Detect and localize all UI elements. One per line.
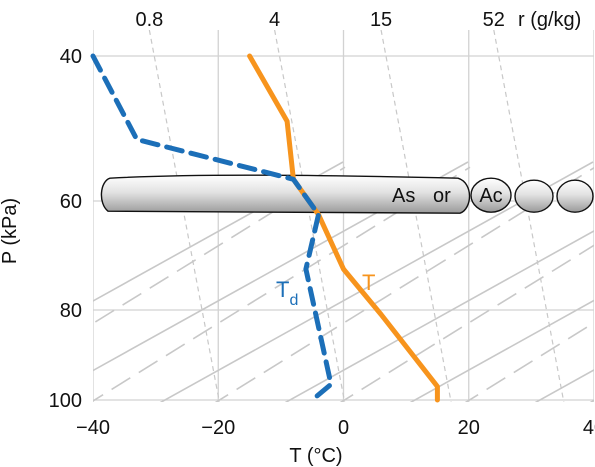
altocumulus-cloud-shape	[470, 177, 512, 213]
mixing-ratio-tick-label: 0.8	[135, 9, 163, 31]
mixing-ratio-tick-label: 52	[483, 9, 505, 31]
mixing-ratio-tick-label: 4	[269, 9, 280, 31]
temperature-line	[247, 53, 440, 403]
cloud-label-ac: Ac	[479, 185, 502, 207]
x-axis-title: T (°C)	[289, 445, 342, 467]
dry-adiabat-line	[159, 161, 594, 402]
mixing-ratio-line	[274, 30, 346, 402]
moist-adiabat-line	[339, 244, 594, 402]
altostratus-cloud-shape	[100, 174, 471, 214]
cloud-label-as: As	[392, 185, 415, 207]
mixing-ratio-line	[148, 30, 220, 402]
cloud-layer: As or Ac	[100, 174, 594, 214]
dewpoint-line	[90, 53, 334, 403]
y-axis-title: P (kPa)	[0, 198, 21, 264]
y-tick-label: 60	[60, 191, 82, 213]
dry-adiabat-line	[409, 299, 594, 402]
x-tick-label: 0	[338, 417, 349, 439]
tick-labels: −40 −20 0 20 40 40 60 80 100 0.8 4 15 52	[49, 9, 595, 439]
dry-adiabat-line	[534, 369, 594, 402]
y-tick-label: 100	[49, 390, 82, 412]
chart-text: P (kPa) T (°C) r (g/kg)	[0, 9, 581, 467]
top-axis-label: r (g/kg)	[518, 9, 581, 31]
y-tick-label: 40	[60, 46, 82, 68]
x-tick-label: −40	[76, 417, 110, 439]
sounding-series: T Td	[90, 53, 440, 403]
y-tick-label: 80	[60, 300, 82, 322]
altocumulus-cloud-shape	[556, 179, 594, 213]
x-tick-label: 40	[583, 417, 595, 439]
cloud-label-or: or	[433, 185, 451, 207]
grid-lines	[93, 30, 594, 402]
x-tick-label: 20	[458, 417, 480, 439]
dry-adiabat-line	[284, 230, 594, 402]
dewpoint-series-label: Td	[276, 277, 298, 309]
altocumulus-cloud-shape	[514, 179, 554, 213]
temperature-series-label: T	[362, 270, 375, 295]
x-tick-label: −20	[201, 417, 235, 439]
mixing-ratio-line	[493, 30, 565, 402]
mixing-ratio-line	[380, 30, 452, 402]
mixing-ratio-tick-label: 15	[370, 9, 392, 31]
